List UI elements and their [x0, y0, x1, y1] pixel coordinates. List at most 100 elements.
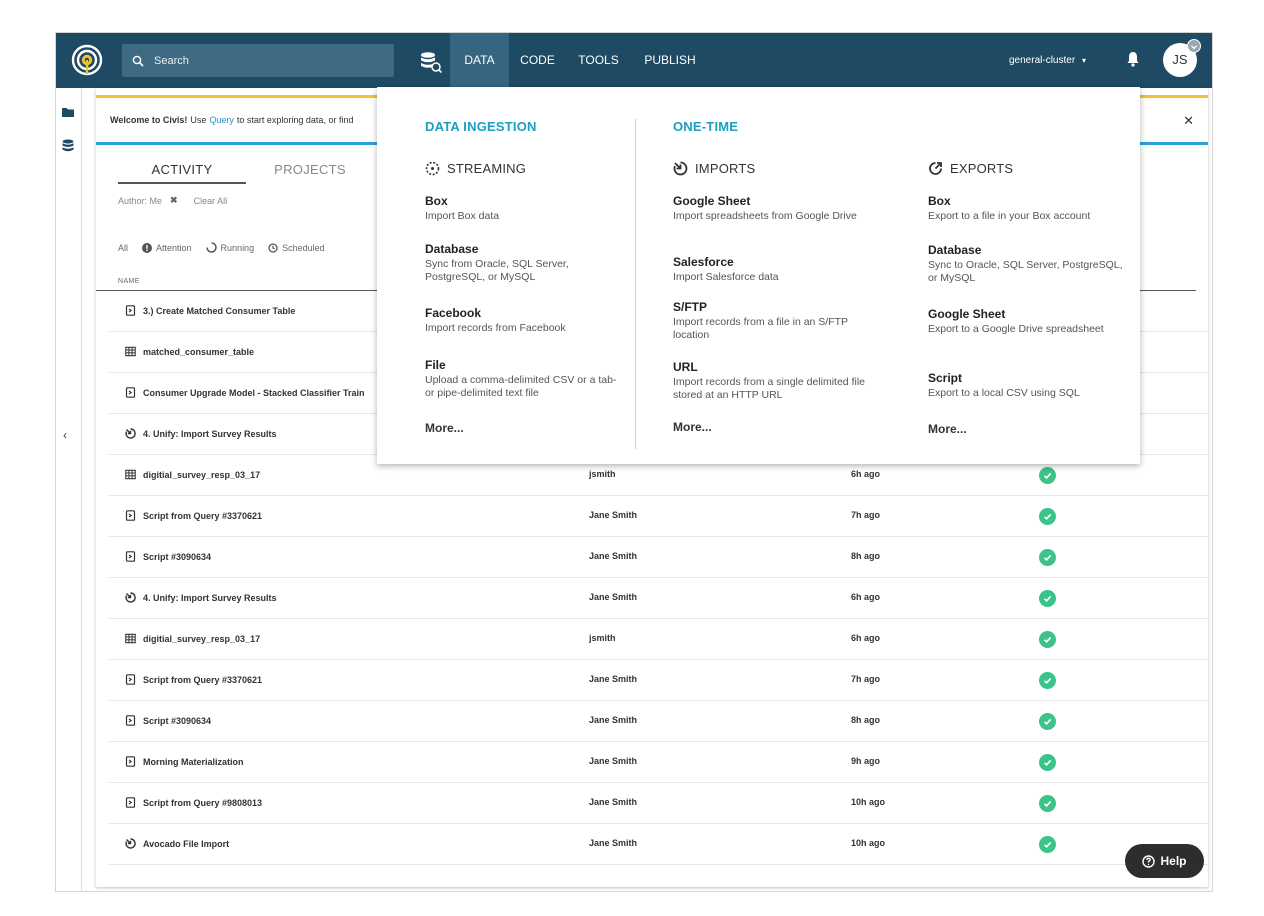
script-icon	[125, 387, 136, 398]
status-filters: All Attention Running Scheduled	[118, 242, 325, 253]
close-icon[interactable]: ✕	[1183, 113, 1194, 128]
folder-icon[interactable]	[61, 105, 75, 119]
exports-more-link[interactable]: More...	[928, 422, 967, 436]
row-time: 6h ago	[851, 633, 881, 643]
alert-icon	[142, 242, 153, 253]
streaming-more-link[interactable]: More...	[425, 421, 464, 435]
cluster-selector[interactable]: general-cluster ▾	[1009, 33, 1086, 88]
item-title: Google Sheet	[928, 307, 1006, 321]
row-name: Script from Query #9808013	[143, 797, 263, 808]
nav-tab-tools[interactable]: TOOLS	[578, 53, 619, 67]
exports-item-database[interactable]: Database Sync to Oracle, SQL Server, Pos…	[928, 243, 1128, 285]
civis-logo-icon[interactable]	[70, 43, 104, 77]
row-name: Script from Query #3370621	[143, 674, 263, 685]
imports-more-link[interactable]: More...	[673, 420, 712, 434]
search-input[interactable]	[154, 54, 394, 67]
filter-attention[interactable]: Attention	[142, 242, 192, 253]
streaming-item-file[interactable]: File Upload a comma-delimited CSV or a t…	[425, 358, 625, 400]
filter-scheduled[interactable]: Scheduled	[268, 243, 325, 253]
row-name-cell[interactable]: Avocado File Import	[125, 838, 229, 849]
row-name-cell[interactable]: Script from Query #3370621	[125, 510, 262, 521]
filter-running[interactable]: Running	[205, 242, 254, 253]
row-name-cell[interactable]: Script from Query #3370621	[125, 674, 262, 685]
row-author: Jane Smith	[589, 674, 638, 684]
help-button[interactable]: Help	[1125, 844, 1204, 878]
row-name-cell[interactable]: Morning Materialization	[125, 756, 244, 767]
welcome-prefix: Use	[190, 115, 207, 125]
nav-tab-publish[interactable]: PUBLISH	[644, 53, 696, 67]
one-time-heading: ONE-TIME	[673, 119, 739, 134]
row-name-cell[interactable]: Consumer Upgrade Model - Stacked Classif…	[125, 387, 365, 398]
item-description: Import Box data	[425, 210, 500, 222]
row-author: Jane Smith	[589, 715, 638, 725]
item-title: Facebook	[425, 306, 482, 320]
remove-filter-icon[interactable]: ✖	[170, 195, 178, 205]
table-row[interactable]: digitial_survey_resp_03_17 jsmith 6h ago	[109, 455, 1208, 496]
exports-item-script[interactable]: Script Export to a local CSV using SQL	[928, 371, 1128, 400]
export-icon	[929, 162, 942, 175]
table-row[interactable]: 4. Unify: Import Survey Results Jane Smit…	[109, 578, 1208, 619]
nav-tab-data[interactable]: DATA	[450, 33, 509, 88]
row-name-cell[interactable]: 4. Unify: Import Survey Results	[125, 428, 277, 439]
bell-icon[interactable]	[1126, 51, 1140, 67]
filter-all-label: All	[118, 242, 129, 253]
item-description: Import spreadsheets from Google Drive	[673, 210, 857, 222]
table-icon	[125, 469, 136, 480]
streaming-item-facebook[interactable]: Facebook Import records from Facebook	[425, 306, 625, 335]
imports-item-salesforce[interactable]: Salesforce Import Salesforce data	[673, 255, 873, 284]
item-title: S/FTP	[673, 300, 708, 314]
streaming-item-database[interactable]: Database Sync from Oracle, SQL Server, P…	[425, 242, 625, 284]
question-icon	[1142, 854, 1156, 868]
table-row[interactable]: Script #3090634 Jane Smith 8h ago	[109, 537, 1208, 578]
import-icon	[125, 428, 136, 439]
imports-item-google-sheet[interactable]: Google Sheet Import spreadsheets from Go…	[673, 194, 873, 223]
row-name-cell[interactable]: 4. Unify: Import Survey Results	[125, 592, 277, 603]
name-column-header[interactable]: NAME	[118, 278, 140, 285]
filter-all[interactable]: All	[118, 243, 128, 253]
collapse-sidebar-icon[interactable]: ‹	[63, 428, 67, 442]
table-row[interactable]: digitial_survey_resp_03_17 jsmith 6h ago	[109, 619, 1208, 660]
query-link[interactable]: Query	[209, 115, 234, 125]
row-name-cell[interactable]: digitial_survey_resp_03_17	[125, 469, 260, 480]
table-row[interactable]: Avocado File Import Jane Smith 10h ago	[109, 824, 1208, 865]
success-status-icon	[1039, 672, 1056, 689]
script-icon	[125, 715, 136, 726]
table-row[interactable]: Script from Query #3370621 Jane Smith 7h a…	[109, 496, 1208, 537]
table-row[interactable]: Morning Materialization Jane Smith 9h ago	[109, 742, 1208, 783]
row-name-cell[interactable]: Script #3090634	[125, 715, 211, 726]
row-name-cell[interactable]: Script #3090634	[125, 551, 211, 562]
row-name-cell[interactable]: Script from Query #9808013	[125, 797, 262, 808]
row-name: 3.) Create Matched Consumer Table	[143, 305, 296, 316]
row-name-cell[interactable]: digitial_survey_resp_03_17	[125, 633, 260, 644]
table-row[interactable]: Script #3090634 Jane Smith 8h ago	[109, 701, 1208, 742]
help-label: Help	[1160, 854, 1187, 868]
success-status-icon	[1039, 795, 1056, 812]
exports-heading: EXPORTS	[928, 161, 1013, 176]
exports-item-google-sheet[interactable]: Google Sheet Export to a Google Drive sp…	[928, 307, 1128, 336]
tab-activity[interactable]: ACTIVITY	[118, 162, 246, 184]
database-icon[interactable]	[61, 139, 75, 153]
exports-item-box[interactable]: Box Export to a file in your Box account	[928, 194, 1128, 223]
filter-scheduled-label: Scheduled	[282, 242, 325, 253]
global-search[interactable]	[122, 44, 394, 77]
nav-tab-code[interactable]: CODE	[520, 53, 555, 67]
table-row[interactable]: Script from Query #3370621 Jane Smith 7h a…	[109, 660, 1208, 701]
avatar-menu-badge[interactable]	[1187, 39, 1201, 53]
item-title: Database	[928, 243, 982, 257]
chevron-down-icon	[1190, 45, 1198, 50]
tab-projects[interactable]: PROJECTS	[274, 162, 346, 177]
item-description: Import Salesforce data	[673, 271, 779, 283]
caret-down-icon: ▾	[1081, 56, 1086, 65]
data-dropdown-menu: DATA INGESTION ONE-TIME STREAMING IMPORT…	[377, 87, 1140, 464]
imports-item-url[interactable]: URL Import records from a single delimit…	[673, 360, 873, 402]
row-name-cell[interactable]: matched_consumer_table	[125, 346, 254, 357]
row-time: 7h ago	[851, 674, 881, 684]
clear-all-link[interactable]: Clear All	[193, 195, 228, 206]
row-name-cell[interactable]: 3.) Create Matched Consumer Table	[125, 305, 295, 316]
database-search-icon[interactable]	[420, 51, 442, 73]
streaming-item-box[interactable]: Box Import Box data	[425, 194, 625, 223]
table-row[interactable]: Script from Query #9808013 Jane Smith 10h …	[109, 783, 1208, 824]
success-status-icon	[1039, 836, 1056, 853]
imports-item-sftp[interactable]: S/FTP Import records from a file in an S…	[673, 300, 873, 342]
row-author: Jane Smith	[589, 756, 638, 766]
